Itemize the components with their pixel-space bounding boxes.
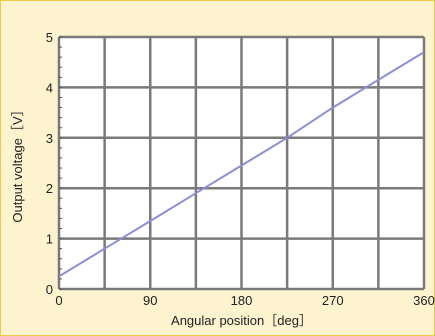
y-tick-label: 2: [46, 181, 53, 196]
x-axis-label: Angular position［deg］: [171, 313, 312, 328]
x-tick-label: 90: [143, 293, 157, 308]
x-tick-label: 180: [231, 293, 253, 308]
y-tick-label: 5: [46, 30, 53, 45]
y-tick-label: 4: [46, 80, 53, 95]
series-line-0: [58, 51, 425, 278]
x-tick-label: 0: [55, 293, 62, 308]
tick-labels: 0 90 180 270 360 0 1 2 3 4 5: [46, 30, 435, 308]
series-layer: [58, 51, 425, 278]
y-tick-label: 1: [46, 232, 53, 247]
y-tick-label: 3: [46, 131, 53, 146]
x-tick-label: 360: [413, 293, 435, 308]
y-axis-label: Output voltage［V］: [10, 103, 25, 222]
y-tick-label: 0: [46, 282, 53, 297]
x-tick-label: 270: [322, 293, 344, 308]
